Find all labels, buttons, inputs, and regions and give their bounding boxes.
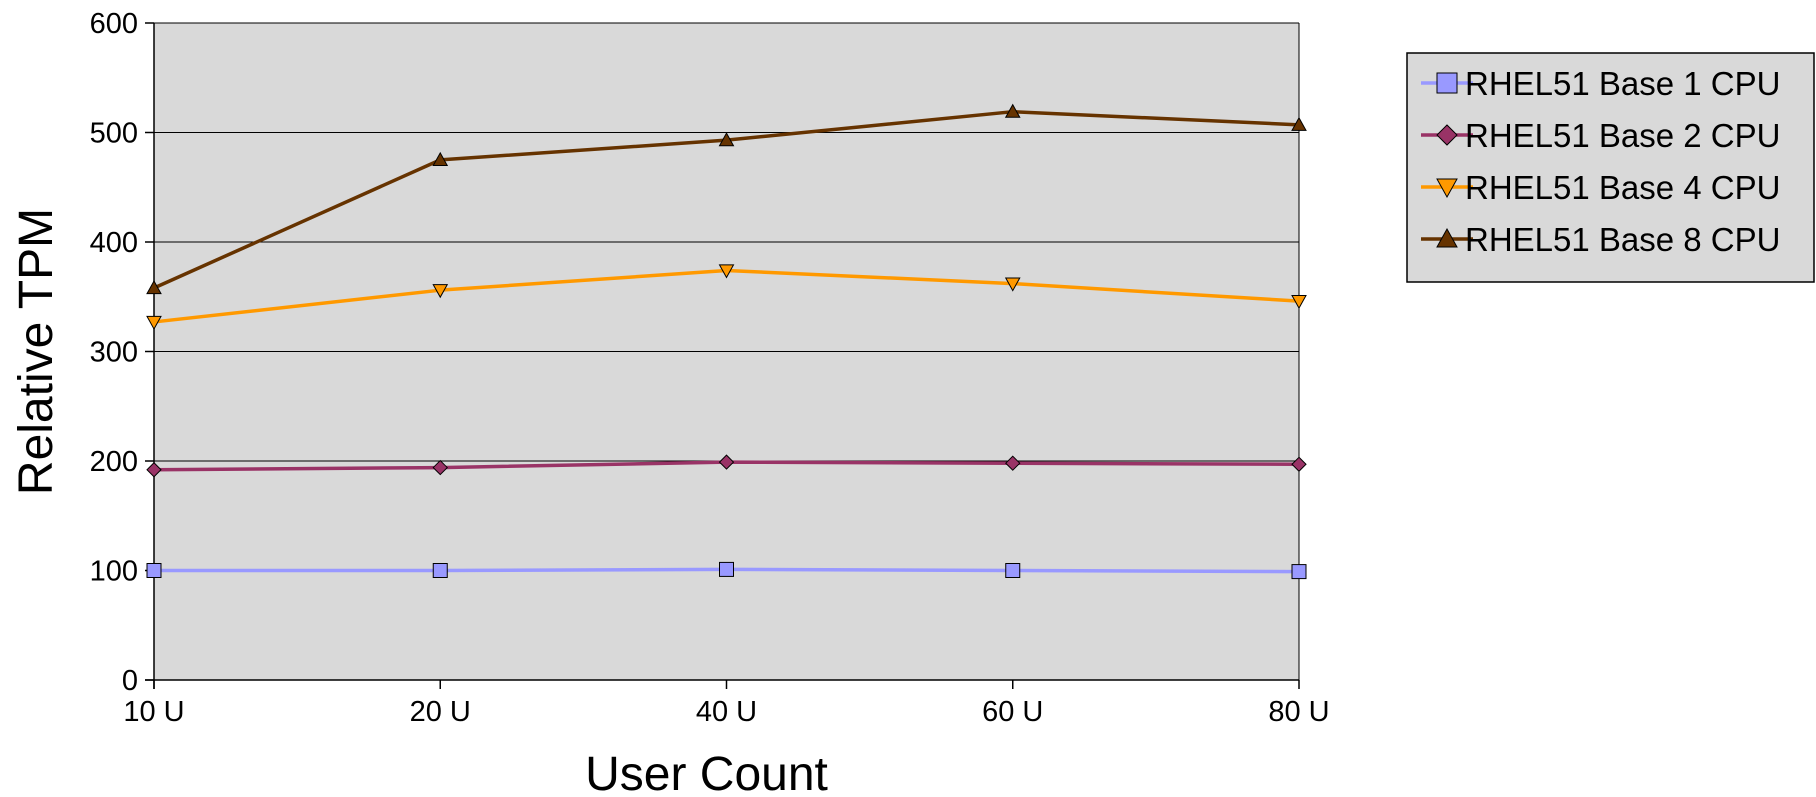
y-tick-label: 300 (90, 337, 138, 369)
y-tick-label: 100 (90, 556, 138, 588)
legend-marker (1436, 178, 1458, 199)
series-2 (146, 454, 1307, 478)
data-point (432, 284, 449, 299)
x-tick-label: 10 U (123, 696, 184, 728)
y-tick-label: 400 (90, 227, 138, 259)
data-point (432, 459, 448, 476)
data-point (432, 151, 449, 166)
data-point (1291, 116, 1307, 131)
series-1 (146, 561, 1307, 580)
legend-label: RHEL51 Base 8 CPU (1465, 221, 1780, 258)
x-tick-label: 40 U (696, 696, 757, 728)
x-tick-label: 20 U (410, 696, 471, 728)
y-tick-label: 500 (90, 118, 138, 150)
legend-box (1406, 52, 1815, 283)
y-tick-label: 0 (122, 665, 138, 697)
legend-item: RHEL51 Base 1 CPU (1421, 65, 1780, 102)
data-point (146, 563, 162, 578)
x-tick-label: 60 U (982, 696, 1043, 728)
data-point (718, 132, 735, 147)
y-tick-label: 200 (90, 446, 138, 478)
y-axis-ticks: 0 100 200 300 400 500 600 (90, 8, 154, 697)
legend-label: RHEL51 Base 4 CPU (1465, 169, 1780, 206)
data-point (718, 264, 735, 279)
data-point (1004, 103, 1021, 118)
series-group (146, 103, 1307, 580)
data-point (1291, 456, 1307, 472)
data-point (1004, 277, 1021, 292)
y-tick-label: 600 (90, 8, 138, 40)
legend-marker (1436, 124, 1458, 146)
data-point (718, 454, 735, 470)
legend-label: RHEL51 Base 2 CPU (1465, 117, 1780, 154)
data-point (719, 561, 734, 577)
data-point (1291, 564, 1307, 580)
data-point (146, 315, 162, 330)
legend-marker (1436, 72, 1458, 94)
data-point (432, 563, 448, 578)
series-3 (146, 264, 1307, 330)
legend: RHEL51 Base 1 CPU RHEL51 Base 2 CPU RHEL51… (1406, 52, 1815, 283)
x-tick-label: 80 U (1268, 696, 1329, 728)
series-4 (146, 103, 1307, 295)
data-point (146, 279, 162, 295)
x-axis-ticks: 10 U 20 U 40 U 60 U 80 U (123, 680, 1330, 728)
data-point (1291, 295, 1307, 310)
x-axis-title: User Count (585, 748, 828, 797)
legend-label: RHEL51 Base 1 CPU (1465, 65, 1780, 102)
y-axis-title: Relative TPM (10, 208, 63, 495)
data-point (1005, 563, 1021, 578)
legend-item: RHEL51 Base 4 CPU (1421, 169, 1780, 206)
data-point (1005, 455, 1021, 471)
legend-marker (1436, 227, 1458, 248)
legend-item: RHEL51 Base 2 CPU (1421, 117, 1780, 154)
data-point (146, 462, 162, 478)
legend-item: RHEL51 Base 8 CPU (1421, 221, 1780, 258)
